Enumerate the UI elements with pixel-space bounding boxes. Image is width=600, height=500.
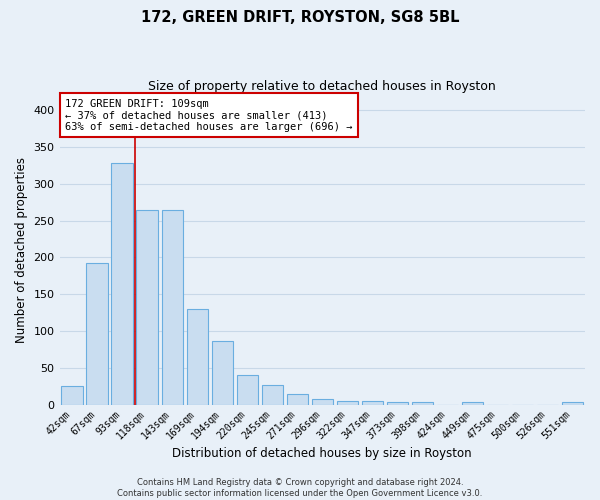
Y-axis label: Number of detached properties: Number of detached properties xyxy=(15,157,28,343)
Bar xyxy=(362,401,383,404)
Bar xyxy=(61,386,83,404)
Bar xyxy=(311,398,333,404)
Bar xyxy=(161,210,183,404)
Text: 172, GREEN DRIFT, ROYSTON, SG8 5BL: 172, GREEN DRIFT, ROYSTON, SG8 5BL xyxy=(141,10,459,25)
Bar xyxy=(212,342,233,404)
Bar xyxy=(337,401,358,404)
Bar xyxy=(462,402,483,404)
Bar xyxy=(262,384,283,404)
Text: 172 GREEN DRIFT: 109sqm
← 37% of detached houses are smaller (413)
63% of semi-d: 172 GREEN DRIFT: 109sqm ← 37% of detache… xyxy=(65,98,352,132)
Title: Size of property relative to detached houses in Royston: Size of property relative to detached ho… xyxy=(148,80,496,93)
Bar xyxy=(387,402,408,404)
X-axis label: Distribution of detached houses by size in Royston: Distribution of detached houses by size … xyxy=(172,447,472,460)
Text: Contains HM Land Registry data © Crown copyright and database right 2024.
Contai: Contains HM Land Registry data © Crown c… xyxy=(118,478,482,498)
Bar xyxy=(562,402,583,404)
Bar xyxy=(236,375,258,404)
Bar xyxy=(187,309,208,404)
Bar xyxy=(136,210,158,404)
Bar xyxy=(86,262,108,404)
Bar xyxy=(287,394,308,404)
Bar xyxy=(412,402,433,404)
Bar xyxy=(112,163,133,404)
